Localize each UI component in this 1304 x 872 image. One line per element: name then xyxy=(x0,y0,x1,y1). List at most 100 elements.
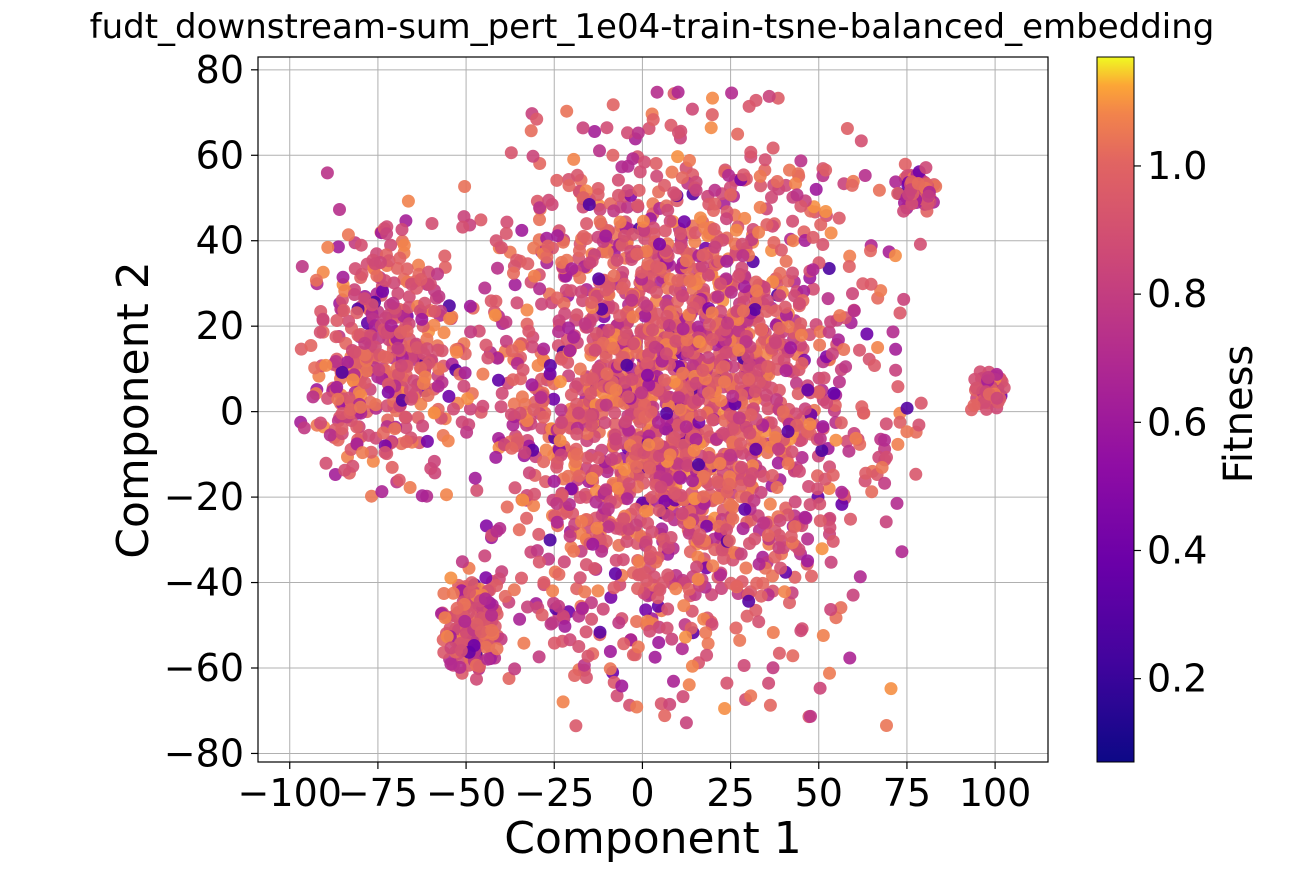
scatter-point xyxy=(640,299,654,313)
scatter-point xyxy=(457,210,471,224)
scatter-point xyxy=(840,122,854,135)
scatter-point xyxy=(338,463,352,477)
scatter-point xyxy=(821,292,835,306)
scatter-point xyxy=(562,498,576,511)
scatter-point xyxy=(610,689,624,703)
scatter-point xyxy=(615,160,629,174)
scatter-point xyxy=(541,239,555,253)
scatter-point xyxy=(761,529,775,542)
y-axis-ticks: −80 −60 −40 −20 0 20 40 60 80 xyxy=(164,48,258,775)
scatter-point xyxy=(726,360,740,374)
scatter-point xyxy=(783,596,796,610)
scatter-point xyxy=(631,582,645,596)
scatter-point xyxy=(331,392,345,406)
scatter-point xyxy=(650,169,664,183)
scatter-point xyxy=(900,401,914,415)
scatter-point xyxy=(570,447,584,461)
scatter-point xyxy=(661,203,675,217)
scatter-point xyxy=(390,261,404,275)
scatter-point xyxy=(967,398,981,412)
scatter-point xyxy=(478,592,492,606)
scatter-point xyxy=(626,310,640,324)
scatter-point xyxy=(601,502,615,516)
scatter-point xyxy=(913,237,927,251)
scatter-point xyxy=(465,576,479,590)
scatter-point xyxy=(376,284,390,298)
scatter-point xyxy=(319,358,333,372)
scatter-point xyxy=(348,262,362,276)
scatter-point xyxy=(718,702,732,715)
scatter-point xyxy=(742,594,756,608)
scatter-point xyxy=(752,557,766,571)
scatter-point xyxy=(676,366,690,380)
scatter-point xyxy=(886,325,900,339)
scatter-point xyxy=(891,380,905,394)
scatter-point xyxy=(672,241,686,255)
scatter-point xyxy=(646,113,660,127)
scatter-point xyxy=(825,347,839,361)
scatter-point xyxy=(714,277,727,291)
scatter-point xyxy=(476,399,490,413)
scatter-point xyxy=(785,445,799,459)
scatter-point xyxy=(512,523,526,537)
colorbar-tick-label: 0.8 xyxy=(1147,272,1207,316)
scatter-point xyxy=(754,179,768,193)
scatter-point xyxy=(608,417,622,431)
scatter-point xyxy=(527,269,541,283)
scatter-point xyxy=(588,125,602,138)
scatter-point xyxy=(777,353,791,367)
scatter-point xyxy=(481,652,495,666)
scatter-point xyxy=(658,709,672,723)
scatter-point xyxy=(556,695,570,709)
scatter-point xyxy=(689,183,703,197)
scatter-point xyxy=(639,603,653,617)
scatter-point xyxy=(370,269,384,283)
scatter-point xyxy=(858,169,872,182)
scatter-point xyxy=(670,457,684,471)
scatter-point xyxy=(561,469,575,483)
scatter-point xyxy=(731,270,745,284)
scatter-point xyxy=(580,217,594,231)
scatter-point xyxy=(824,603,838,616)
scatter-point xyxy=(701,637,715,651)
scatter-point xyxy=(794,199,808,213)
scatter-point xyxy=(537,455,551,469)
scatter-point xyxy=(816,420,830,434)
scatter-point xyxy=(874,284,888,298)
scatter-point xyxy=(721,316,734,330)
scatter-point xyxy=(706,91,719,105)
scatter-point xyxy=(650,260,664,274)
scatter-point xyxy=(491,351,504,365)
scatter-point xyxy=(639,504,653,518)
scatter-point xyxy=(401,194,415,208)
scatter-point xyxy=(720,485,734,499)
scatter-point xyxy=(297,421,311,435)
scatter-point xyxy=(386,296,400,310)
scatter-point xyxy=(348,288,361,301)
scatter-point xyxy=(739,335,753,349)
scatter-point xyxy=(626,337,640,351)
scatter-point xyxy=(593,625,607,639)
scatter-point xyxy=(823,521,837,534)
scatter-point xyxy=(856,277,870,291)
scatter-point xyxy=(403,481,417,494)
scatter-point xyxy=(786,214,800,228)
scatter-point xyxy=(600,367,614,381)
scatter-point xyxy=(365,489,378,503)
scatter-point xyxy=(675,289,689,303)
scatter-point xyxy=(533,213,546,227)
scatter-point xyxy=(596,602,610,616)
scatter-point xyxy=(585,296,599,309)
scatter-point xyxy=(782,320,796,334)
scatter-point xyxy=(550,291,564,305)
scatter-point xyxy=(437,587,451,600)
scatter-point xyxy=(685,659,699,673)
scatter-point xyxy=(562,179,576,193)
scatter-point xyxy=(865,485,879,499)
scatter-point xyxy=(420,342,434,356)
scatter-point xyxy=(516,363,530,377)
scatter-point xyxy=(539,443,553,457)
scatter-point xyxy=(726,389,740,403)
scatter-point xyxy=(354,238,368,252)
scatter-point xyxy=(580,451,594,465)
